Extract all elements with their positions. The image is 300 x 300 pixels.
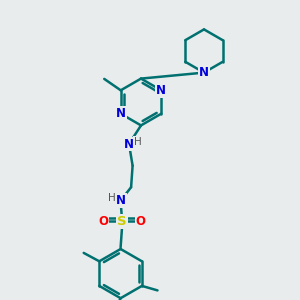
Text: N: N bbox=[116, 194, 126, 207]
Text: N: N bbox=[156, 84, 166, 97]
Text: N: N bbox=[199, 66, 209, 79]
Text: O: O bbox=[98, 214, 109, 228]
Text: N: N bbox=[124, 137, 134, 151]
Text: O: O bbox=[136, 214, 146, 228]
Text: S: S bbox=[117, 214, 127, 228]
Text: N: N bbox=[116, 107, 126, 120]
Text: H: H bbox=[108, 193, 116, 203]
Text: H: H bbox=[134, 136, 141, 147]
